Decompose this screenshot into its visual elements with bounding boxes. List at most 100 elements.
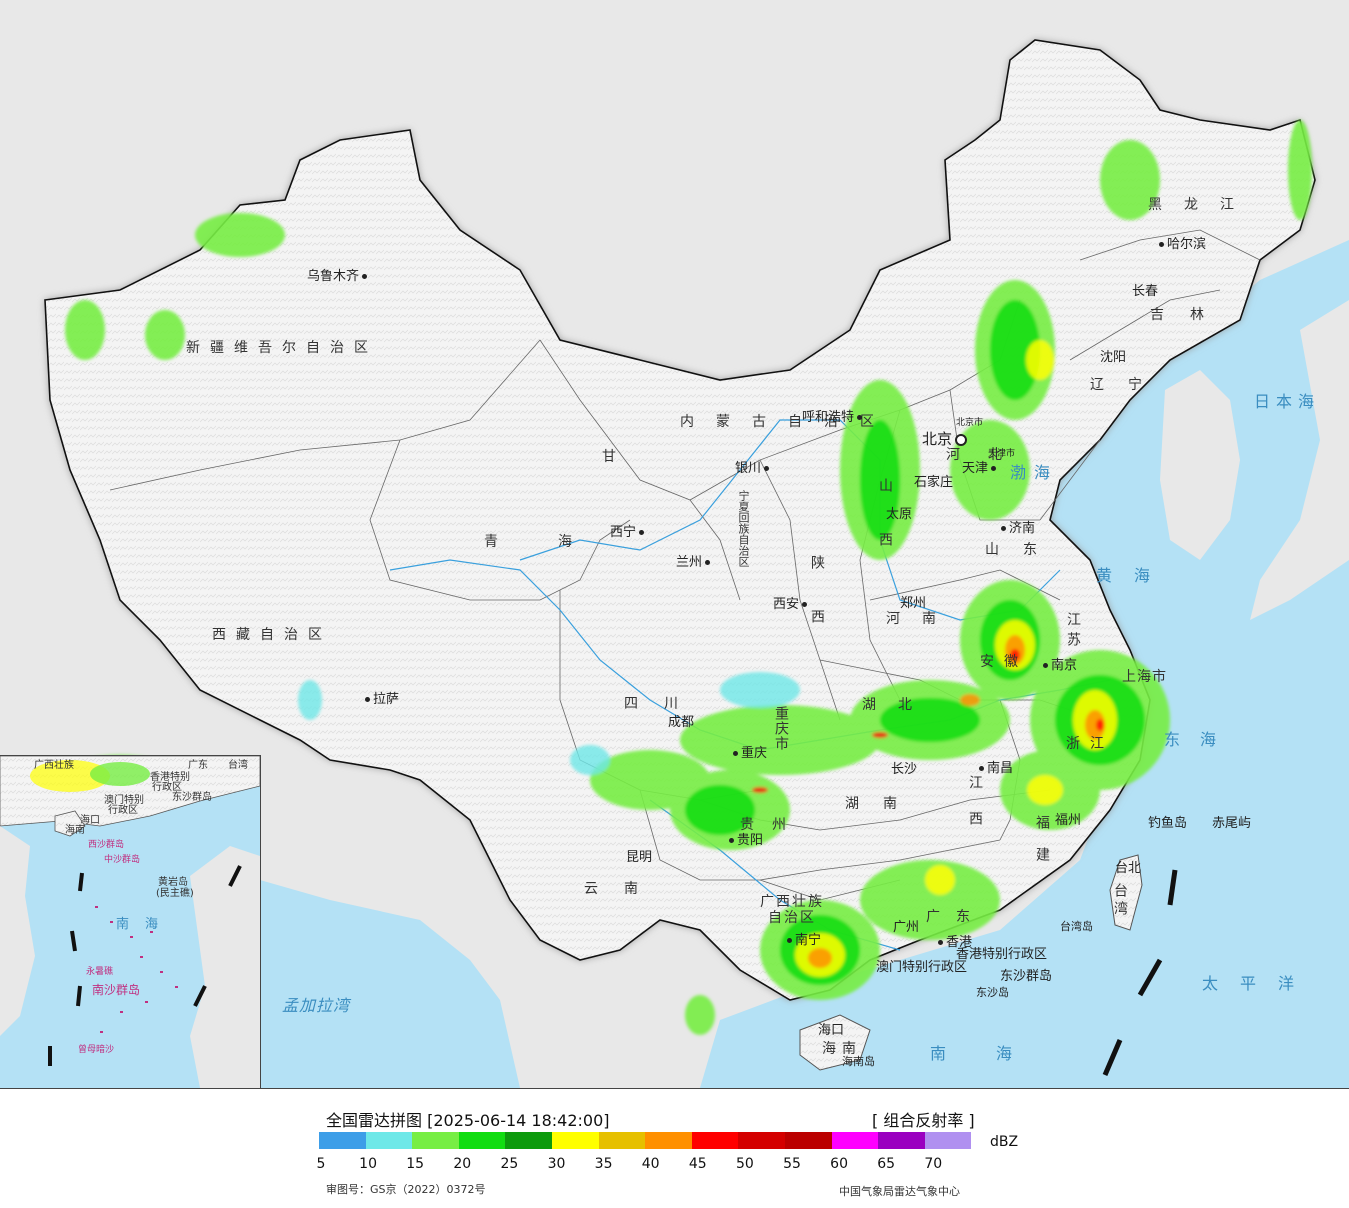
province-label-hainan: 海南: [822, 1041, 862, 1057]
japan-land: [1250, 300, 1349, 620]
province-label-anhui: 安徽: [980, 654, 1028, 670]
city-shenyang: 沈阳: [1100, 350, 1127, 365]
legend-tick-label: 60: [830, 1156, 849, 1172]
capital-icon: [955, 433, 968, 446]
legend-swatch: [551, 1132, 599, 1149]
legend-tick-label: 30: [547, 1156, 566, 1172]
sea-label-riben: 日本海: [1254, 392, 1321, 411]
inset-base: [0, 756, 260, 1088]
city-haerbin: 哈尔滨: [1156, 238, 1206, 251]
legend-swatch: [458, 1132, 506, 1149]
province-label-neimenggu: 内蒙古自治区: [680, 414, 896, 430]
legend-tick-label: 20: [453, 1156, 472, 1172]
city-dot-icon: [1159, 242, 1164, 247]
city-dot-icon: [787, 938, 792, 943]
legend-tick-label: 15: [406, 1156, 425, 1172]
legend-swatch: [691, 1132, 739, 1149]
label-tianjin-small: 天津市: [988, 449, 1016, 459]
province-label-fujian: 福建: [1034, 815, 1050, 879]
city-changchun: 长春: [1132, 284, 1159, 299]
inset-label-huangyan: 黄岩岛: [158, 877, 188, 888]
inset-label-huangyan2: (民主礁): [156, 888, 194, 899]
legend-unit: dBZ: [990, 1134, 1019, 1150]
province-label-guangdong: 广东: [926, 909, 986, 925]
city-guangzhou: 广州: [893, 920, 920, 935]
legend-tick-label: 35: [594, 1156, 613, 1172]
inset-label-macau: 澳门特别: [104, 795, 144, 806]
bay-of-bengal: [260, 880, 520, 1088]
legend-swatch: [598, 1132, 646, 1149]
city-chongqing: 重庆: [730, 747, 767, 760]
korea-land: [1160, 370, 1240, 560]
province-label-sichuan: 四川: [624, 696, 704, 712]
legend-tick-label: 50: [735, 1156, 754, 1172]
city-dot-icon: [1001, 526, 1006, 531]
legend-swatch: [878, 1132, 925, 1149]
city-nanning: 南宁: [784, 934, 821, 947]
legend-tick-label: 10: [359, 1156, 378, 1172]
sea-label-mengjiala: 孟加拉湾: [282, 996, 351, 1015]
province-label-guangxi-1: 广西壮族: [760, 894, 824, 910]
label-macau: 澳门特别行政区: [876, 960, 968, 975]
legend-tick-label: 55: [783, 1156, 801, 1172]
legend-tick-label: 65: [877, 1156, 896, 1172]
inset-label-xisha: 西沙群岛: [88, 840, 125, 850]
label-beijing-small: 北京市: [956, 418, 984, 428]
inset-label-macau2: 行政区: [108, 805, 138, 816]
city-taibei: 台北: [1115, 861, 1142, 876]
province-label-qinghai: 青海: [484, 534, 632, 550]
city-dot-icon: [991, 466, 997, 471]
province-label-gansu: 甘: [602, 449, 626, 465]
legend-swatch: [831, 1132, 879, 1149]
city-haikou: 海口: [818, 1023, 845, 1038]
legend-panel: 全国雷达拼图 [2025-06-14 18:42:00] [ 组合反射率 ] d…: [0, 1089, 1349, 1208]
map-timestamp: [2025-06-14 18:42:00]: [427, 1111, 610, 1130]
legend-swatch: [365, 1132, 413, 1149]
city-tianjin: 天津: [962, 462, 999, 475]
label-taiwandao: 台湾岛: [1060, 920, 1093, 933]
legend-swatch: [319, 1132, 366, 1149]
taiwan-island: [1109, 854, 1143, 931]
sea-label-bohai: 渤海: [1010, 463, 1059, 482]
map-canvas[interactable]: 新疆维吾尔自治区 西藏自治区 青海 甘 内蒙古自治区 黑龙江 吉林 辽宁 河北 …: [0, 0, 1349, 1089]
city-beijing: 北京: [922, 432, 970, 447]
legend-tick-label: 25: [500, 1156, 519, 1172]
province-label-ningxia: 宁夏回族自治区: [737, 490, 750, 567]
city-shijiazhuang: 石家庄: [914, 475, 954, 490]
legend-product: [ 组合反射率 ]: [872, 1111, 975, 1130]
legend-tick-label: 5: [316, 1156, 326, 1172]
inset-label-guangxi: 广西壮族: [34, 760, 74, 771]
province-label-yunnan: 云南: [584, 881, 664, 897]
inset-label-zhongsha: 中沙群岛: [104, 855, 141, 865]
province-label-hubei: 湖北: [862, 697, 934, 713]
city-lhasa: 拉萨: [362, 693, 399, 706]
city-zhengzhou: 郑州: [900, 596, 927, 611]
city-xian: 西安: [773, 598, 810, 611]
map-title: 全国雷达拼图: [326, 1111, 423, 1130]
maritime-boundary: [1102, 869, 1178, 1076]
label-hk: 香港特别行政区: [956, 947, 1048, 962]
province-label-xizang: 西藏自治区: [212, 627, 332, 643]
city-jinan: 济南: [998, 522, 1035, 535]
city-dot-icon: [705, 560, 711, 565]
legend-swatch: [738, 1132, 785, 1149]
province-label-shanghai: 上海市: [1122, 669, 1167, 685]
city-dot-icon: [979, 766, 984, 771]
province-label-jiangsu: 江苏: [1065, 612, 1081, 652]
sea-label-donghai: 东海: [1164, 730, 1237, 749]
inset-label-dongsha: 东沙群岛: [172, 792, 212, 803]
inset-label-zengmu: 曾母暗沙: [78, 1045, 115, 1055]
province-label-shanxi: 山西: [877, 478, 893, 586]
legend-title: 全国雷达拼图 [2025-06-14 18:42:00]: [326, 1107, 610, 1131]
sea-label-huanghai: 黄海: [1096, 566, 1173, 585]
source-label: 中国气象局雷达气象中心: [839, 1185, 960, 1198]
city-xining: 西宁: [610, 526, 647, 539]
city-xianggang: 香港: [935, 936, 972, 949]
city-kunming: 昆明: [626, 850, 653, 865]
city-dot-icon: [639, 530, 645, 535]
legend-ticks: 5 10 15 20 25 30 35 40 45 50 55 60 65 70: [0, 1156, 1349, 1172]
label-hainandao: 海南岛: [842, 1055, 875, 1068]
inset-label-haikou: 海口: [80, 815, 100, 826]
province-label-taiwan: 台湾: [1112, 883, 1128, 919]
province-label-henan: 河南: [886, 611, 958, 627]
